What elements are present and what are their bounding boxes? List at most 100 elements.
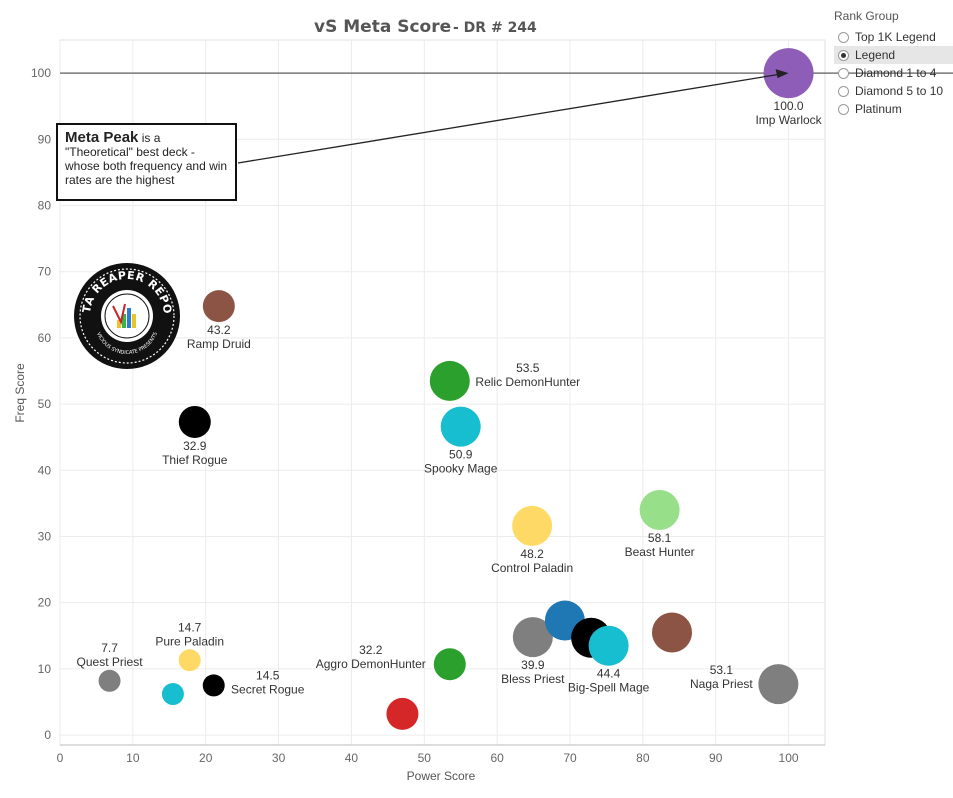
x-tick-label: 50 [418, 751, 432, 765]
data-point[interactable] [202, 674, 225, 697]
rank-group-legend: Rank Group Top 1K Legend Legend Diamond 1 … [834, 9, 953, 118]
point-score-label: 32.9 [183, 439, 207, 453]
x-tick-label: 100 [779, 751, 799, 765]
point-name-label: Imp Warlock [755, 113, 822, 127]
radio-button[interactable] [838, 85, 849, 97]
data-point[interactable] [386, 697, 419, 730]
data-point[interactable] [440, 406, 481, 447]
data-point[interactable] [178, 405, 211, 438]
point-name-label: Ramp Druid [187, 337, 251, 351]
radio-selected-dot [841, 52, 846, 58]
data-point[interactable] [639, 490, 680, 530]
radio-button[interactable] [838, 49, 849, 61]
y-tick-label: 20 [38, 596, 52, 610]
point-name-label: Aggro DemonHunter [316, 657, 426, 671]
y-tick-label: 70 [38, 265, 52, 279]
y-tick-label: 90 [38, 132, 52, 146]
legend-option[interactable]: Diamond 5 to 10 [834, 82, 953, 100]
annotation-arrow-line [237, 73, 781, 164]
legend-option[interactable]: Legend [834, 46, 953, 64]
x-tick-label: 60 [490, 751, 504, 765]
annotation-bold: Meta Peak [65, 129, 139, 146]
y-axis-title: Freq Score [13, 363, 27, 423]
point-score-label: 43.2 [207, 323, 231, 337]
annotation-arrow [237, 69, 789, 164]
data-point[interactable] [652, 612, 692, 653]
point-name-label: Spooky Mage [424, 462, 498, 476]
chart-subtitle-text: - DR # 244 [453, 20, 537, 36]
data-point[interactable] [433, 648, 466, 681]
point-score-label: 14.7 [178, 620, 202, 634]
legend-option[interactable]: Platinum [834, 100, 953, 118]
meta-peak-annotation: Meta Peak is a "Theoretical" best deck -… [56, 123, 237, 201]
y-tick-label: 10 [38, 662, 52, 676]
x-tick-label: 30 [272, 751, 286, 765]
point-score-label: 44.4 [597, 667, 621, 681]
y-tick-label: 60 [38, 331, 52, 345]
chart-title: vS Meta Score - DR # 244 [314, 17, 537, 37]
legend-option-label: Legend [855, 48, 896, 62]
point-name-label: Control Paladin [491, 561, 573, 575]
data-point[interactable] [202, 290, 235, 323]
data-point[interactable] [588, 625, 629, 666]
point-score-label: 32.2 [359, 643, 383, 657]
x-tick-label: 0 [57, 751, 64, 765]
data-reaper-logo: DATA REAPER REPORT VICIOUS SYNDICATE PRE… [73, 262, 180, 369]
data-point[interactable] [758, 664, 799, 705]
data-point[interactable] [512, 617, 553, 658]
x-tick-label: 20 [199, 751, 213, 765]
point-name-label: Bless Priest [501, 672, 565, 686]
y-tick-label: 40 [38, 463, 52, 477]
point-score-label: 7.7 [101, 641, 118, 655]
point-name-label: Thief Rogue [162, 453, 228, 467]
legend-option-label: Platinum [855, 102, 902, 116]
y-tick-label: 50 [38, 397, 52, 411]
data-point[interactable] [512, 505, 553, 546]
data-point[interactable] [178, 649, 201, 672]
annotation-arrow-head [775, 69, 789, 79]
x-tick-label: 70 [563, 751, 577, 765]
x-tick-label: 90 [709, 751, 723, 765]
legend-option-label: Top 1K Legend [855, 30, 936, 44]
point-score-label: 100.0 [774, 99, 804, 113]
data-point[interactable] [429, 360, 470, 401]
legend-options: Top 1K Legend Legend Diamond 1 to 4 Diamond… [834, 28, 953, 118]
x-axis-title: Power Score [407, 769, 476, 783]
chart-title-text: vS Meta Score [314, 17, 451, 37]
point-score-label: 53.5 [516, 361, 540, 375]
data-points [98, 48, 814, 730]
point-name-label: Big-Spell Mage [568, 681, 650, 695]
y-tick-label: 0 [44, 728, 51, 742]
x-tick-label: 80 [636, 751, 650, 765]
data-point[interactable] [98, 669, 121, 692]
radio-button[interactable] [838, 103, 849, 115]
point-score-label: 14.5 [256, 668, 280, 682]
radio-button[interactable] [838, 67, 849, 79]
point-score-label: 50.9 [449, 448, 473, 462]
annotation-text: is a "Theoretical" best deck - whose bot… [65, 131, 228, 187]
point-name-label: Secret Rogue [231, 682, 305, 696]
y-tick-label: 80 [38, 198, 52, 212]
legend-option[interactable]: Diamond 1 to 4 [834, 64, 953, 82]
point-score-label: 53.1 [710, 663, 734, 677]
data-point[interactable] [161, 683, 184, 706]
point-name-label: Pure Paladin [155, 634, 224, 648]
point-name-label: Relic DemonHunter [475, 375, 580, 389]
point-score-label: 39.9 [521, 658, 545, 672]
point-name-label: Quest Priest [77, 655, 144, 669]
legend-option[interactable]: Top 1K Legend [834, 28, 953, 46]
x-tick-label: 10 [126, 751, 140, 765]
point-score-label: 58.1 [648, 531, 672, 545]
point-score-label: 48.2 [520, 547, 544, 561]
legend-title: Rank Group [834, 9, 899, 23]
legend-option-label: Diamond 1 to 4 [855, 66, 937, 80]
y-tick-label: 30 [38, 529, 52, 543]
legend-option-label: Diamond 5 to 10 [855, 84, 944, 98]
point-name-label: Naga Priest [690, 677, 753, 691]
x-tick-label: 40 [345, 751, 359, 765]
radio-button[interactable] [838, 31, 849, 43]
y-tick-label: 100 [31, 66, 51, 80]
point-name-label: Beast Hunter [625, 545, 695, 559]
